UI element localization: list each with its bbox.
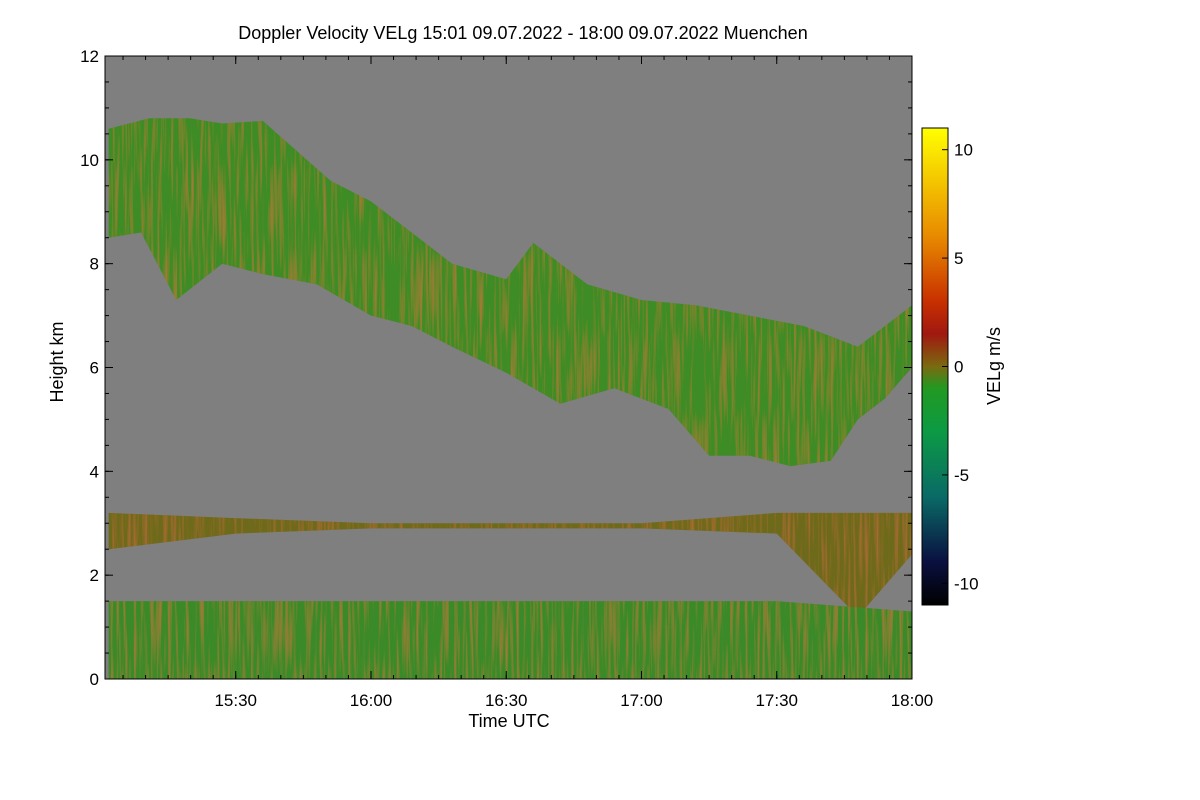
colorbar-tick-label: 10	[954, 141, 973, 160]
x-tick-label: 18:00	[891, 691, 934, 710]
colorbar-tick-label: -10	[954, 574, 979, 593]
cloud-layer-1	[108, 118, 912, 467]
cloud-layers	[108, 118, 912, 679]
colorbar-ticks: 10 5 0 -5 -10	[942, 141, 979, 593]
x-tick-label: 17:30	[755, 691, 798, 710]
y-tick-label: 4	[90, 462, 99, 481]
y-tick-label: 8	[90, 255, 99, 274]
y-axis: 0 2 4 6 8 10 12	[80, 47, 912, 689]
chart-title: Doppler Velocity VELg 15:01 09.07.2022 -…	[238, 23, 807, 43]
x-tick-label: 16:00	[350, 691, 393, 710]
y-tick-label: 12	[80, 47, 99, 66]
colorbar-tick-label: 0	[954, 358, 963, 377]
y-tick-label: 2	[90, 566, 99, 585]
plot-area	[105, 56, 912, 679]
y-tick-label: 10	[80, 151, 99, 170]
colorbar: 10 5 0 -5 -10 VELg m/s	[921, 127, 1004, 606]
x-tick-label: 15:30	[214, 691, 257, 710]
x-axis: 15:30 16:00 16:30 17:00 17:30 18:00	[122, 56, 934, 710]
x-tick-label: 17:00	[620, 691, 663, 710]
x-tick-label: 16:30	[485, 691, 528, 710]
cloud-layer-2	[108, 512, 912, 617]
x-axis-label: Time UTC	[468, 711, 549, 731]
colorbar-tick-label: -5	[954, 466, 969, 485]
y-tick-label: 0	[90, 670, 99, 689]
colorbar-tick-label: 5	[954, 249, 963, 268]
y-axis-label: Height km	[47, 321, 67, 402]
cloud-layer-3	[108, 601, 912, 679]
y-tick-label: 6	[90, 359, 99, 378]
colorbar-label: VELg m/s	[984, 327, 1004, 405]
